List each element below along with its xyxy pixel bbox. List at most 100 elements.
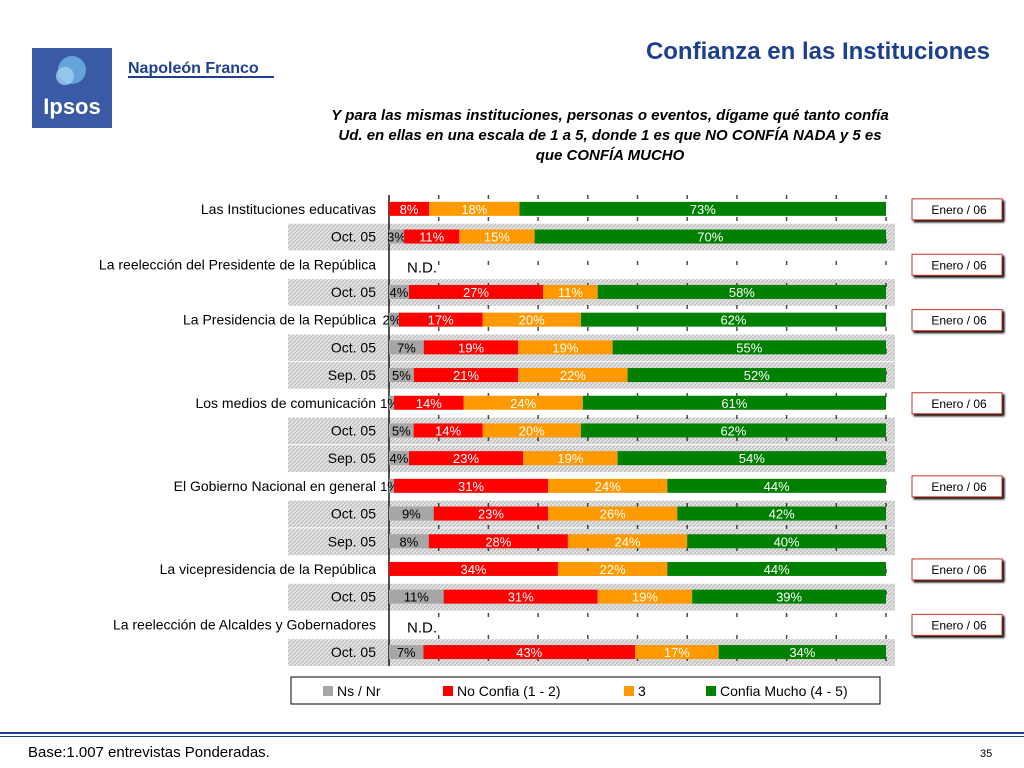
bar-segment-tres bbox=[543, 284, 598, 299]
data-label: 18% bbox=[461, 202, 487, 217]
data-label: 28% bbox=[485, 534, 511, 549]
not-available-label: N.D. bbox=[407, 259, 437, 276]
data-label: 70% bbox=[697, 230, 723, 245]
bar-segment-tres bbox=[548, 478, 668, 493]
period-tag-label: Enero / 06 bbox=[931, 618, 987, 632]
bar-segment-tres bbox=[463, 395, 583, 410]
institution-label: El Gobierno Nacional en general bbox=[174, 478, 376, 494]
legend-swatch bbox=[706, 686, 716, 696]
bar-segment-tres bbox=[548, 506, 678, 521]
data-label: 19% bbox=[632, 590, 658, 605]
data-label: 44% bbox=[764, 479, 790, 494]
ipsos-logo-figure-icon bbox=[56, 56, 86, 85]
bar-segment-ns-nr bbox=[389, 340, 424, 355]
bar-segment-ns-nr bbox=[389, 368, 414, 383]
data-label: 62% bbox=[720, 423, 746, 438]
bar-segment-tres bbox=[557, 561, 668, 576]
bar-segment-ns-nr bbox=[389, 284, 409, 299]
brand-name: Napoleón Franco bbox=[128, 60, 259, 77]
data-label: 23% bbox=[453, 451, 479, 466]
period-tag-label: Enero / 06 bbox=[931, 203, 987, 217]
data-label: 9% bbox=[402, 507, 421, 522]
data-label: 22% bbox=[560, 368, 586, 383]
data-label: 39% bbox=[776, 590, 802, 605]
institution-label: Los medios de comunicación bbox=[195, 395, 376, 411]
data-label: 17% bbox=[428, 313, 454, 328]
bar-segment-no-confia bbox=[433, 506, 549, 521]
base-note: Base:1.007 entrevistas Ponderadas. bbox=[28, 744, 270, 761]
data-label: 44% bbox=[764, 562, 790, 577]
bar-segment-ns-nr bbox=[389, 534, 429, 549]
wave-label: Oct. 05 bbox=[331, 284, 376, 300]
wave-label: Oct. 05 bbox=[331, 229, 376, 245]
data-label: 40% bbox=[774, 534, 800, 549]
bar-segment-tres bbox=[523, 451, 618, 466]
bar-segment-confia-mucho bbox=[582, 395, 886, 410]
institution-label: La Presidencia de la República bbox=[183, 312, 376, 328]
bar-segment-tres bbox=[518, 340, 613, 355]
bar-segment-no-confia bbox=[389, 561, 558, 576]
data-label: 22% bbox=[600, 562, 626, 577]
bar-segment-confia-mucho bbox=[519, 201, 886, 216]
bar-segment-no-confia bbox=[408, 451, 524, 466]
legend-swatch bbox=[323, 686, 333, 696]
data-label: 43% bbox=[516, 645, 542, 660]
legend-label: 3 bbox=[638, 683, 646, 699]
page-title: Confianza en las Instituciones bbox=[645, 38, 990, 65]
wave-label: Oct. 05 bbox=[331, 339, 376, 355]
bar-segment-tres bbox=[597, 589, 693, 604]
data-label: 58% bbox=[729, 285, 755, 300]
data-label: 20% bbox=[519, 423, 545, 438]
data-label: 14% bbox=[416, 396, 442, 411]
bar-segment-confia-mucho bbox=[534, 229, 886, 244]
period-tag-label: Enero / 06 bbox=[931, 397, 987, 411]
data-label: 34% bbox=[460, 562, 486, 577]
data-label: 7% bbox=[397, 645, 416, 660]
data-label: 34% bbox=[789, 645, 815, 660]
period-tag: Enero / 06 bbox=[911, 198, 1003, 221]
bar-segment-tres bbox=[567, 534, 688, 549]
institution-label: Las Instituciones educativas bbox=[201, 201, 376, 217]
institution-label: La reelección del Presidente de la Repúb… bbox=[99, 256, 376, 272]
legend-swatch bbox=[624, 686, 634, 696]
wave-label: Oct. 05 bbox=[331, 589, 376, 605]
bar-segment-ns-nr bbox=[389, 645, 424, 660]
period-tag-label: Enero / 06 bbox=[931, 314, 987, 328]
data-label: 20% bbox=[519, 313, 545, 328]
bar-segment-ns-nr bbox=[389, 423, 414, 438]
data-label: 4% bbox=[390, 285, 409, 300]
bar-segment-confia-mucho bbox=[627, 368, 886, 383]
bar-segment-confia-mucho bbox=[667, 478, 886, 493]
period-tag: Enero / 06 bbox=[911, 392, 1003, 415]
period-tag: Enero / 06 bbox=[911, 253, 1003, 276]
data-label: 11% bbox=[419, 230, 444, 245]
data-label: 52% bbox=[744, 368, 770, 383]
bar-segment-no-confia bbox=[398, 312, 483, 327]
bar-segment-no-confia bbox=[428, 534, 568, 549]
legend-label: Ns / Nr bbox=[337, 683, 381, 699]
legend-box bbox=[290, 676, 881, 705]
data-label: 19% bbox=[458, 340, 484, 355]
period-tag: Enero / 06 bbox=[911, 558, 1003, 581]
data-label: 4% bbox=[390, 451, 409, 466]
data-label: 24% bbox=[615, 534, 641, 549]
bar-segment-ns-nr bbox=[389, 229, 405, 244]
data-label: 62% bbox=[720, 313, 746, 328]
bar-segment-no-confia bbox=[389, 201, 430, 216]
data-label: 73% bbox=[690, 202, 716, 217]
footer-rule bbox=[0, 732, 1024, 734]
bar-segment-confia-mucho bbox=[612, 340, 886, 355]
data-label: 7% bbox=[397, 340, 416, 355]
data-label: 26% bbox=[600, 507, 626, 522]
bar-segment-tres bbox=[459, 229, 535, 244]
data-label: 17% bbox=[664, 645, 690, 660]
bar-segment-ns-nr bbox=[389, 506, 434, 521]
wave-label: Sep. 05 bbox=[328, 533, 376, 549]
data-label: 11% bbox=[558, 285, 583, 300]
period-tag-label: Enero / 06 bbox=[931, 480, 987, 494]
data-label: 61% bbox=[721, 396, 747, 411]
bar-segment-no-confia bbox=[408, 284, 544, 299]
data-label: 54% bbox=[739, 451, 765, 466]
period-tag: Enero / 06 bbox=[911, 475, 1003, 498]
